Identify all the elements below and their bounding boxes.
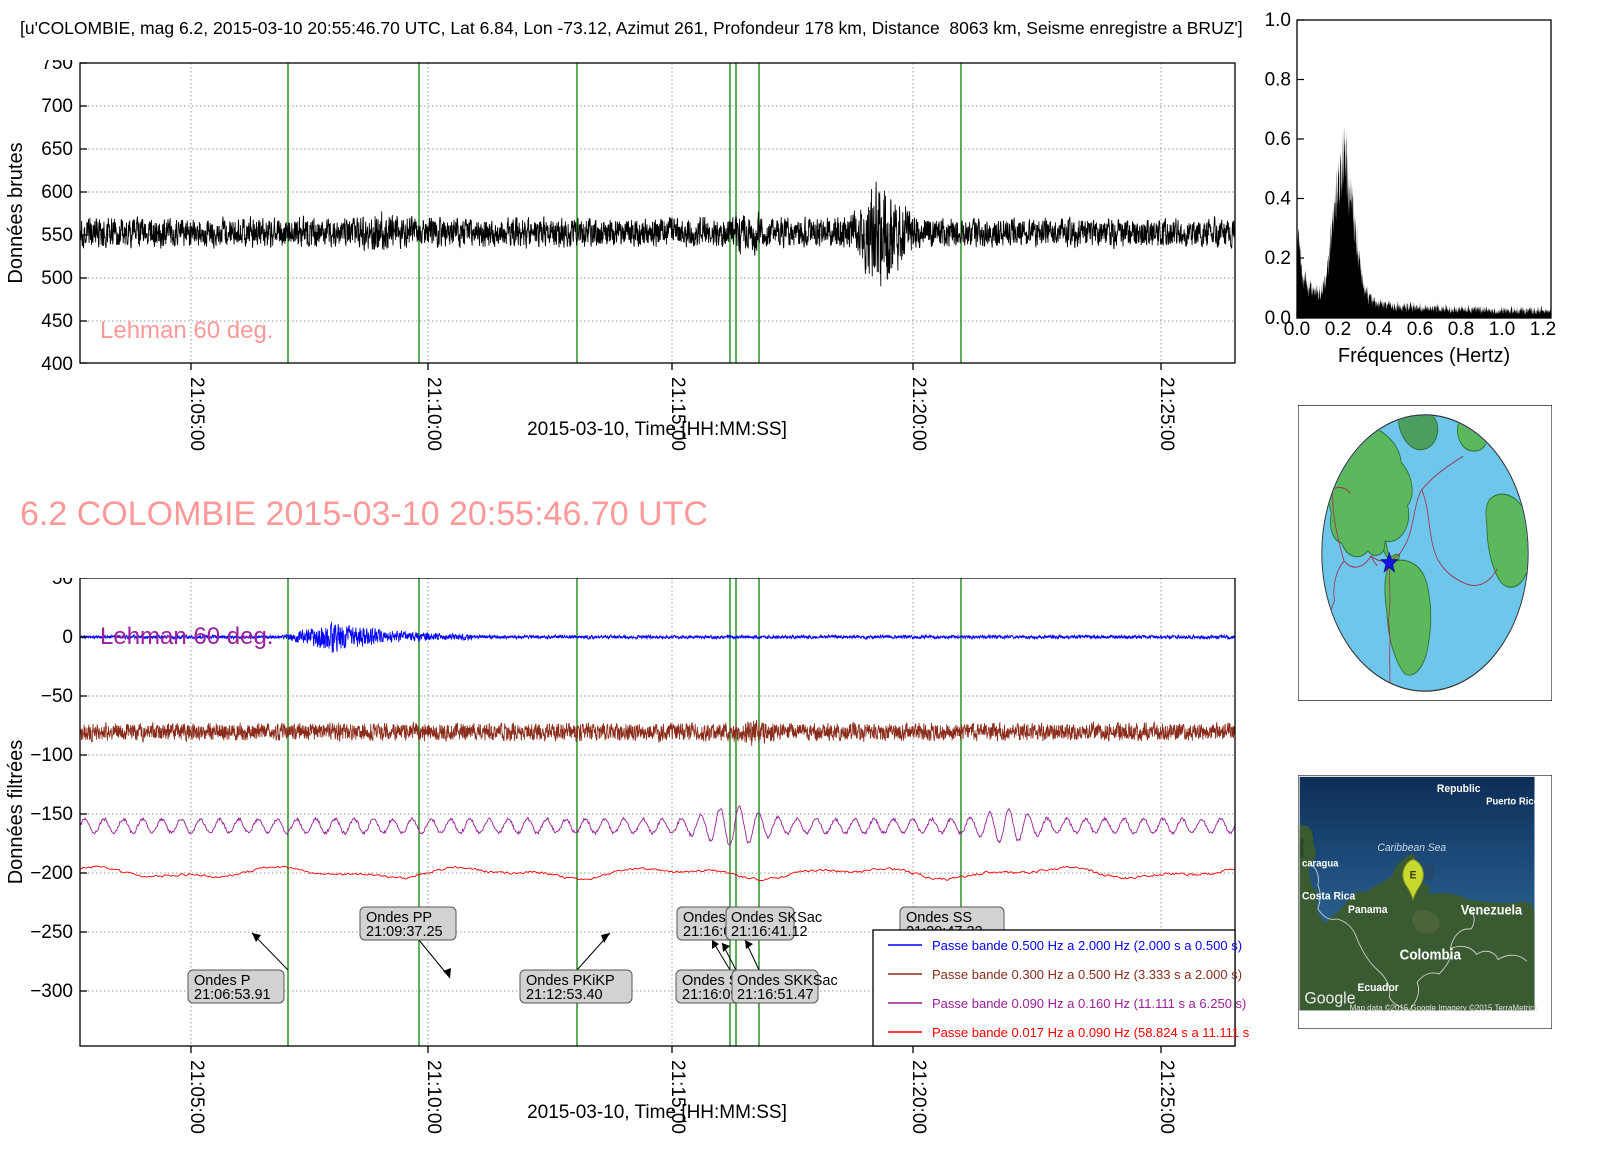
svg-text:Ecuador: Ecuador bbox=[1358, 982, 1399, 994]
svg-text:0.8: 0.8 bbox=[1448, 319, 1474, 340]
svg-text:Passe bande 0.300 Hz a 0.500 H: Passe bande 0.300 Hz a 0.500 Hz (3.333 s… bbox=[932, 967, 1242, 982]
svg-text:caragua: caragua bbox=[1302, 858, 1339, 869]
svg-text:−200: −200 bbox=[30, 863, 73, 884]
svg-text:0: 0 bbox=[62, 627, 73, 648]
svg-text:0.6: 0.6 bbox=[1407, 319, 1433, 340]
svg-text:Passe bande 0.017 Hz a 0.090 H: Passe bande 0.017 Hz a 0.090 Hz (58.824 … bbox=[932, 1025, 1250, 1040]
svg-text:750: 750 bbox=[41, 60, 73, 74]
svg-text:600: 600 bbox=[41, 182, 73, 203]
svg-text:550: 550 bbox=[41, 225, 73, 246]
svg-text:21:12:53.40: 21:12:53.40 bbox=[526, 987, 603, 1003]
svg-text:−250: −250 bbox=[30, 922, 73, 943]
svg-text:Caribbean Sea: Caribbean Sea bbox=[1377, 842, 1446, 854]
svg-text:21:10:00: 21:10:00 bbox=[423, 377, 444, 451]
svg-text:0.4: 0.4 bbox=[1366, 319, 1393, 340]
svg-text:21:05:00: 21:05:00 bbox=[186, 1060, 207, 1134]
svg-text:700: 700 bbox=[41, 96, 73, 117]
svg-text:E: E bbox=[1410, 869, 1417, 881]
svg-text:Puerto Rico: Puerto Rico bbox=[1486, 796, 1539, 807]
svg-text:0.4: 0.4 bbox=[1265, 189, 1292, 210]
svg-text:500: 500 bbox=[41, 268, 73, 289]
svg-text:Venezuela: Venezuela bbox=[1461, 902, 1523, 917]
svg-text:21:25:00: 21:25:00 bbox=[1156, 1060, 1177, 1134]
svg-text:1.0: 1.0 bbox=[1489, 319, 1515, 340]
svg-text:50: 50 bbox=[52, 578, 73, 589]
svg-text:2015-03-10, Time [HH:MM:SS]: 2015-03-10, Time [HH:MM:SS] bbox=[527, 419, 787, 440]
svg-text:Passe bande 0.500 Hz a 2.000 H: Passe bande 0.500 Hz a 2.000 Hz (2.000 s… bbox=[932, 938, 1242, 953]
svg-text:−50: −50 bbox=[41, 686, 73, 707]
svg-text:Map data ©2015 Google Imagery: Map data ©2015 Google Imagery ©2015 Terr… bbox=[1350, 1003, 1538, 1012]
svg-text:450: 450 bbox=[41, 311, 73, 332]
svg-text:0.8: 0.8 bbox=[1265, 70, 1291, 91]
svg-text:1.2: 1.2 bbox=[1530, 319, 1556, 340]
svg-text:Lehman 60 deg.: Lehman 60 deg. bbox=[100, 317, 273, 344]
svg-text:0.2: 0.2 bbox=[1325, 319, 1351, 340]
svg-text:Panama: Panama bbox=[1348, 904, 1388, 916]
svg-text:21:10:00: 21:10:00 bbox=[423, 1060, 444, 1134]
svg-text:−100: −100 bbox=[30, 745, 73, 766]
svg-text:Republic: Republic bbox=[1437, 783, 1481, 795]
svg-text:−300: −300 bbox=[30, 981, 73, 1002]
svg-text:1.0: 1.0 bbox=[1265, 10, 1291, 31]
svg-text:21:05:00: 21:05:00 bbox=[186, 377, 207, 451]
svg-text:Colombia: Colombia bbox=[1400, 946, 1462, 963]
svg-text:0.0: 0.0 bbox=[1284, 319, 1310, 340]
svg-text:650: 650 bbox=[41, 139, 73, 160]
svg-text:Données filtrées: Données filtrées bbox=[5, 740, 27, 885]
svg-text:21:16:51.47: 21:16:51.47 bbox=[737, 987, 814, 1003]
svg-text:−150: −150 bbox=[30, 804, 73, 825]
svg-text:Passe bande 0.090 Hz a 0.160 H: Passe bande 0.090 Hz a 0.160 Hz (11.111 … bbox=[932, 996, 1246, 1011]
svg-text:21:25:00: 21:25:00 bbox=[1156, 377, 1177, 451]
svg-text:0.2: 0.2 bbox=[1265, 248, 1291, 269]
svg-text:0.6: 0.6 bbox=[1265, 129, 1291, 150]
svg-text:21:20:00: 21:20:00 bbox=[908, 377, 929, 451]
svg-text:21:06:53.91: 21:06:53.91 bbox=[194, 987, 271, 1003]
svg-text:Google: Google bbox=[1304, 989, 1355, 1008]
svg-text:21:20:00: 21:20:00 bbox=[908, 1060, 929, 1134]
svg-text:21:16:41.12: 21:16:41.12 bbox=[731, 924, 808, 940]
svg-text:Fréquences (Hertz): Fréquences (Hertz) bbox=[1338, 345, 1510, 367]
svg-text:Costa Rica: Costa Rica bbox=[1302, 890, 1355, 902]
svg-text:400: 400 bbox=[41, 354, 73, 375]
svg-text:Données brutes: Données brutes bbox=[5, 142, 27, 283]
svg-text:2015-03-10, Time [HH:MM:SS]: 2015-03-10, Time [HH:MM:SS] bbox=[527, 1102, 787, 1123]
svg-text:Lehman 60 deg.: Lehman 60 deg. bbox=[100, 623, 273, 650]
svg-text:21:09:37.25: 21:09:37.25 bbox=[366, 924, 443, 940]
